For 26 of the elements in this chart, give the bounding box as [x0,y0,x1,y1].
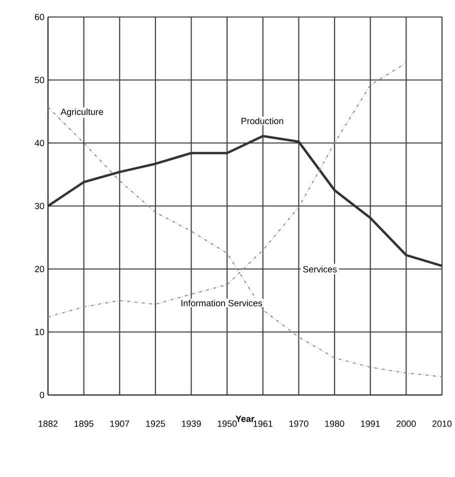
y-tick-label: 20 [34,266,44,272]
x-tick-label: 1970 [289,420,308,427]
x-tick-label: 1925 [146,420,165,427]
x-tick-label: 1895 [74,420,94,427]
line-series [47,62,407,318]
x-tick-label: 2010 [432,420,452,427]
y-tick-label: 10 [35,328,44,336]
y-tick-label: 30 [34,202,44,210]
series-label: Production [241,118,283,124]
x-axis-title: Year [236,416,254,422]
x-tick-label: 1950 [218,420,237,427]
x-tick-label: 1907 [110,420,130,427]
annotation: Services [302,266,337,272]
y-tick-label: 0 [40,392,44,398]
y-tick-label: 60 [34,14,44,20]
series-label: Agriculture [60,108,103,117]
x-tick-label: 1980 [325,420,344,427]
y-tick-label: 50 [34,76,44,84]
x-tick-label: 1991 [360,420,380,427]
x-tick-label: 2000 [396,420,416,427]
x-tick-label: 1961 [253,420,272,427]
series-label: Information Services [181,300,262,306]
x-tick-label: 1882 [38,420,58,427]
x-tick-label: 1939 [182,420,201,427]
y-tick-label: 40 [34,140,44,146]
line-series [47,106,442,378]
